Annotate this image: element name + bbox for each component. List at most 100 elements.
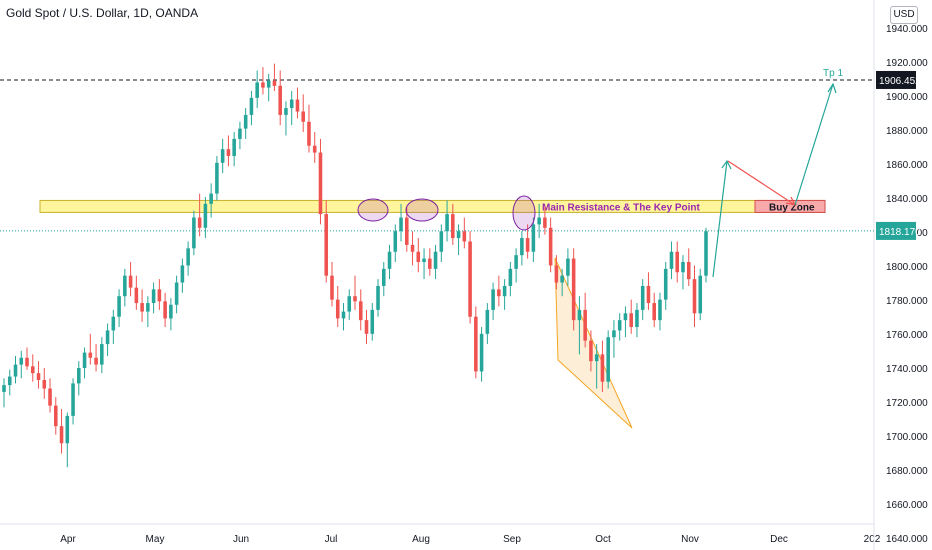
candle-body[interactable] (123, 275, 127, 297)
candle-body[interactable] (353, 296, 357, 302)
candle-body[interactable] (13, 364, 18, 377)
candle-body[interactable] (105, 330, 110, 345)
candle-body[interactable] (100, 344, 104, 365)
candle-body[interactable] (525, 238, 530, 252)
candle-body[interactable] (474, 316, 478, 372)
candle-body[interactable] (358, 301, 363, 321)
candle-body[interactable] (65, 415, 70, 444)
candle-body[interactable] (410, 244, 415, 252)
candle-body[interactable] (25, 357, 29, 367)
candle-body[interactable] (197, 217, 202, 228)
candle-body[interactable] (399, 217, 403, 232)
candle-body[interactable] (451, 214, 455, 239)
falling-wedge[interactable] (554, 257, 633, 429)
candle-body[interactable] (640, 285, 645, 310)
candle-body[interactable] (48, 388, 52, 406)
candle-body[interactable] (19, 357, 24, 365)
candle-body[interactable] (301, 111, 305, 122)
candle-body[interactable] (42, 379, 47, 389)
candle-body[interactable] (2, 385, 6, 392)
candle-body[interactable] (146, 303, 150, 312)
candle-body[interactable] (238, 128, 242, 139)
candle-body[interactable] (600, 354, 605, 382)
candle-body[interactable] (704, 231, 708, 276)
candle-body[interactable] (209, 193, 213, 204)
candle-body[interactable] (295, 99, 300, 112)
candle-body[interactable] (174, 282, 179, 305)
candle-body[interactable] (669, 251, 674, 269)
candle-body[interactable] (140, 303, 144, 312)
candle-body[interactable] (82, 352, 87, 369)
candle-body[interactable] (347, 296, 352, 312)
candle-body[interactable] (94, 357, 98, 365)
candle-body[interactable] (387, 251, 392, 269)
currency-button[interactable]: USD (890, 6, 918, 24)
candle-body[interactable] (364, 320, 369, 334)
candle-body[interactable] (312, 145, 317, 153)
candle-body[interactable] (439, 231, 444, 252)
candle-body[interactable] (692, 279, 697, 314)
candle-body[interactable] (646, 285, 651, 304)
candle-body[interactable] (7, 376, 12, 386)
candle-body[interactable] (151, 289, 156, 304)
candle-body[interactable] (249, 97, 254, 115)
candle-body[interactable] (462, 231, 467, 242)
candle-body[interactable] (266, 80, 271, 88)
candle-body[interactable] (445, 214, 449, 232)
candle-body[interactable] (307, 121, 311, 146)
candle-body[interactable] (370, 309, 375, 334)
candle-body[interactable] (134, 287, 139, 304)
candle-body[interactable] (341, 311, 346, 319)
candle-body[interactable] (537, 217, 541, 225)
candle-body[interactable] (192, 217, 196, 249)
candle-body[interactable] (203, 203, 208, 228)
candle-body[interactable] (502, 285, 507, 297)
candle-body[interactable] (77, 368, 81, 384)
candle-body[interactable] (261, 82, 265, 88)
candle-body[interactable] (594, 354, 599, 362)
candle-body[interactable] (491, 289, 495, 310)
candle-body[interactable] (612, 330, 616, 338)
candle-body[interactable] (243, 114, 248, 129)
resistance-touch-circle[interactable] (357, 198, 389, 222)
candle-body[interactable] (220, 149, 225, 163)
candle-body[interactable] (376, 285, 380, 310)
candle-body[interactable] (128, 275, 133, 288)
candle-body[interactable] (698, 275, 703, 314)
candle-body[interactable] (548, 227, 553, 266)
candle-body[interactable] (658, 299, 662, 321)
candle-body[interactable] (226, 149, 231, 156)
candle-body[interactable] (560, 275, 564, 283)
candle-body[interactable] (416, 251, 421, 262)
candle-body[interactable] (635, 309, 639, 327)
candle-body[interactable] (479, 333, 484, 372)
candle-body[interactable] (272, 80, 277, 86)
candle-body[interactable] (497, 289, 501, 297)
candle-body[interactable] (571, 258, 576, 321)
candle-body[interactable] (255, 82, 259, 98)
candle-body[interactable] (485, 309, 490, 334)
candle-body[interactable] (686, 262, 691, 280)
candle-body[interactable] (681, 262, 685, 273)
candle-body[interactable] (111, 316, 116, 331)
candle-body[interactable] (675, 251, 680, 273)
projection-pullback-arrow[interactable] (727, 160, 796, 206)
candle-body[interactable] (393, 231, 398, 252)
candle-body[interactable] (428, 258, 432, 269)
candle-body[interactable] (36, 373, 41, 380)
candle-body[interactable] (554, 265, 559, 283)
projection-up-arrow[interactable] (712, 160, 728, 278)
candle-body[interactable] (180, 265, 185, 283)
candle-body[interactable] (71, 383, 75, 416)
candle-body[interactable] (30, 366, 35, 374)
candle-body[interactable] (318, 152, 323, 215)
resistance-touch-circle[interactable] (405, 198, 439, 222)
candle-body[interactable] (381, 268, 386, 286)
candle-body[interactable] (157, 289, 162, 302)
candle-body[interactable] (617, 320, 622, 331)
candle-body[interactable] (59, 426, 64, 444)
candle-body[interactable] (88, 352, 93, 358)
candle-body[interactable] (169, 304, 173, 319)
resistance-touch-circle[interactable] (512, 195, 536, 231)
candle-body[interactable] (335, 299, 340, 319)
